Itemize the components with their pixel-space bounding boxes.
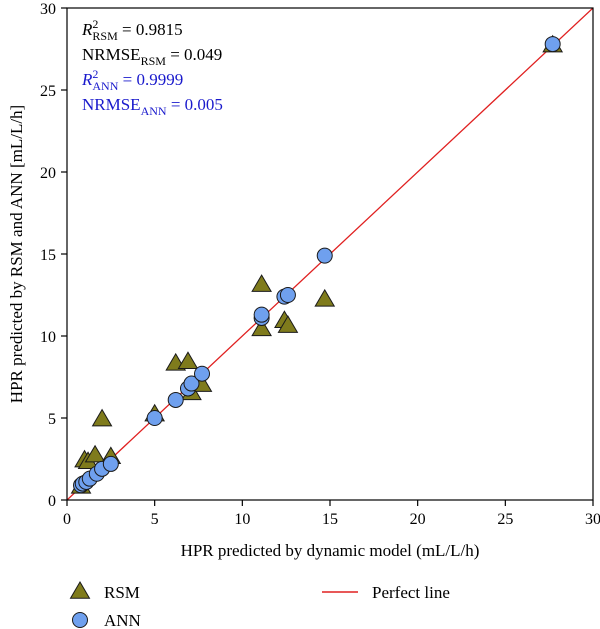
legend-ann-label: ANN xyxy=(104,611,141,629)
stat-annotation: R2 ANN = 0.9999 xyxy=(81,67,183,93)
ann-point xyxy=(102,455,119,472)
y-tick-label: 10 xyxy=(40,329,56,346)
legend-ann-marker xyxy=(72,612,88,628)
rsm-point xyxy=(251,318,272,337)
ann-point xyxy=(167,391,184,408)
series-ann xyxy=(73,36,561,494)
rsm-point xyxy=(251,274,272,292)
y-tick-label: 30 xyxy=(40,1,56,18)
x-tick-label: 25 xyxy=(497,511,513,528)
legend-rsm-marker xyxy=(69,581,91,599)
x-tick-label: 10 xyxy=(234,511,250,528)
y-tick-label: 5 xyxy=(48,411,56,428)
ann-point xyxy=(253,306,270,323)
points-layer xyxy=(70,34,564,494)
ann-point xyxy=(316,247,333,264)
rsm-point xyxy=(177,351,199,369)
ann-point xyxy=(194,365,211,382)
stat-annotation: NRMSERSM = 0.049 xyxy=(82,45,222,68)
y-tick-label: 25 xyxy=(40,83,56,100)
y-tick-label: 15 xyxy=(40,247,56,264)
stat-annotation: R2 RSM = 0.9815 xyxy=(81,17,183,43)
y-tick-label: 20 xyxy=(40,165,56,182)
x-tick-label: 20 xyxy=(410,511,426,528)
ann-point xyxy=(146,410,163,426)
legend: RSM ANN Perfect line xyxy=(69,581,450,629)
stat-annotation: NRMSEANN = 0.005 xyxy=(82,95,223,118)
x-tick-label: 30 xyxy=(585,511,600,528)
rsm-point xyxy=(314,288,336,307)
x-tick-label: 0 xyxy=(63,511,71,528)
x-axis-label: HPR predicted by dynamic model (mL/L/h) xyxy=(181,541,480,560)
x-tick-label: 15 xyxy=(322,511,338,528)
legend-perfect-line-label: Perfect line xyxy=(372,583,450,602)
y-tick-label: 0 xyxy=(48,493,56,510)
ann-point xyxy=(544,36,561,53)
legend-rsm-label: RSM xyxy=(104,583,140,602)
x-tick-label: 5 xyxy=(151,511,159,528)
plot-frame xyxy=(66,7,594,501)
y-axis-label: HPR predicted by RSM and ANN [mL/L/h] xyxy=(7,105,26,403)
ann-point xyxy=(279,287,296,303)
ann-point xyxy=(183,375,200,392)
rsm-point xyxy=(91,408,113,427)
axis-ticks: 0 5 10 15 20 25 30 0 5 10 15 20 25 30 xyxy=(40,1,600,528)
rsm-point xyxy=(277,315,299,333)
rsm-point xyxy=(84,444,106,463)
